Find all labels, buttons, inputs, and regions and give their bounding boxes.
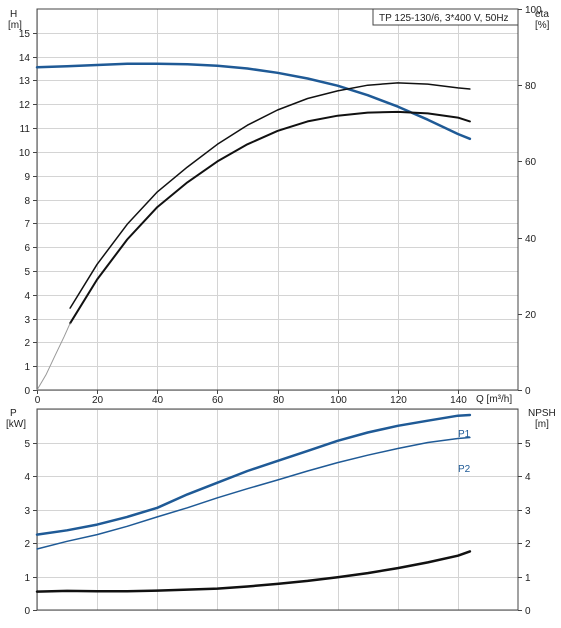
- bottom-grid: [37, 409, 518, 611]
- q-tick-label: 20: [92, 395, 104, 406]
- h-tick-label: 10: [19, 148, 31, 159]
- q-tick-label: 60: [212, 395, 224, 406]
- q-tick-label: 140: [450, 395, 467, 406]
- p-tick-label: 0: [24, 606, 30, 617]
- npsh-tick-label: 0: [525, 606, 531, 617]
- top-series: [35, 62, 472, 391]
- p-tick-label: 3: [24, 506, 30, 517]
- bottom-right-ticks: 0 1 2 3 4 5: [518, 439, 531, 617]
- eta-tick-label: 100: [525, 5, 542, 16]
- q-tick-label: 80: [273, 395, 285, 406]
- bottom-series-line-p1: [35, 413, 472, 536]
- bottom-left-axis-title: P: [10, 408, 17, 419]
- h-tick-label: 5: [24, 267, 30, 278]
- npsh-tick-label: 2: [525, 539, 531, 550]
- pump-model-label: TP 125-130/6, 3*400 V, 50Hz: [379, 13, 509, 24]
- q-tick-label: 40: [152, 395, 164, 406]
- bottom-plot-frame: [36, 408, 519, 611]
- h-tick-label: 7: [24, 219, 30, 230]
- p1-series-label: P1: [458, 429, 471, 440]
- h-tick-label: 3: [24, 315, 30, 326]
- h-tick-label: 2: [24, 338, 30, 349]
- p-tick-label: 4: [24, 472, 30, 483]
- h-tick-label: 11: [20, 124, 31, 135]
- top-series-line-3: [36, 322, 71, 391]
- top-x-axis-title: Q [m³/h]: [476, 394, 512, 405]
- npsh-tick-label: 1: [525, 573, 531, 584]
- bottom-left-ticks: 0 1 2 3 4 5: [24, 439, 37, 617]
- top-right-axis-unit: [%]: [535, 20, 550, 31]
- q-tick-label: 100: [330, 395, 347, 406]
- eta-tick-label: 60: [525, 157, 537, 168]
- top-right-axis-title: eta: [535, 9, 549, 20]
- top-series-line-0: [35, 62, 472, 141]
- h-tick-label: 8: [24, 196, 30, 207]
- legend-box: [372, 8, 519, 26]
- p-tick-label: 2: [24, 539, 30, 550]
- top-series-line-2: [69, 82, 471, 309]
- p-tick-label: 5: [24, 439, 30, 450]
- q-tick-label: 0: [35, 395, 41, 406]
- p2-series-label: P2: [458, 464, 471, 475]
- h-tick-label: 12: [19, 100, 31, 111]
- top-plot-frame: [36, 8, 519, 391]
- top-right-ticks: 0 20 40 60 80 100: [518, 5, 542, 397]
- top-panel: H [m] eta [%] TP 125-130/6, 3*400 V, 50H…: [8, 5, 550, 406]
- top-left-axis-unit: [m]: [8, 20, 22, 31]
- h-tick-label: 9: [24, 172, 30, 183]
- top-series-line-1: [69, 110, 471, 325]
- top-grid: [37, 9, 518, 391]
- bottom-left-axis-unit: [kW]: [6, 419, 26, 430]
- bottom-series-line-p2: [36, 436, 471, 550]
- eta-tick-label: 40: [525, 234, 537, 245]
- eta-tick-label: 0: [525, 386, 531, 397]
- p-tick-label: 1: [24, 573, 30, 584]
- top-x-ticks: 0 20 40 60 80 100 120 140: [35, 390, 467, 406]
- h-tick-label: 4: [24, 291, 30, 302]
- h-tick-label: 14: [19, 53, 31, 64]
- top-left-axis-title: H: [10, 9, 17, 20]
- npsh-tick-label: 5: [525, 439, 531, 450]
- npsh-tick-label: 4: [525, 472, 531, 483]
- h-tick-label: 0: [24, 386, 30, 397]
- bottom-series-line-2: [35, 550, 472, 593]
- h-tick-label: 13: [19, 76, 31, 87]
- bottom-series: [35, 413, 472, 593]
- bottom-right-axis-unit: [m]: [535, 419, 549, 430]
- npsh-tick-label: 3: [525, 506, 531, 517]
- bottom-right-axis-title: NPSH: [528, 408, 556, 419]
- q-tick-label: 120: [390, 395, 407, 406]
- eta-tick-label: 20: [525, 310, 537, 321]
- h-tick-label: 1: [24, 362, 30, 373]
- eta-tick-label: 80: [525, 81, 537, 92]
- h-tick-label: 6: [24, 243, 30, 254]
- h-tick-label: 15: [19, 29, 31, 40]
- bottom-panel: P [kW] NPSH [m] 0 1 2 3 4 5 0 1 2 3 4 5 P1 P2: [6, 408, 556, 617]
